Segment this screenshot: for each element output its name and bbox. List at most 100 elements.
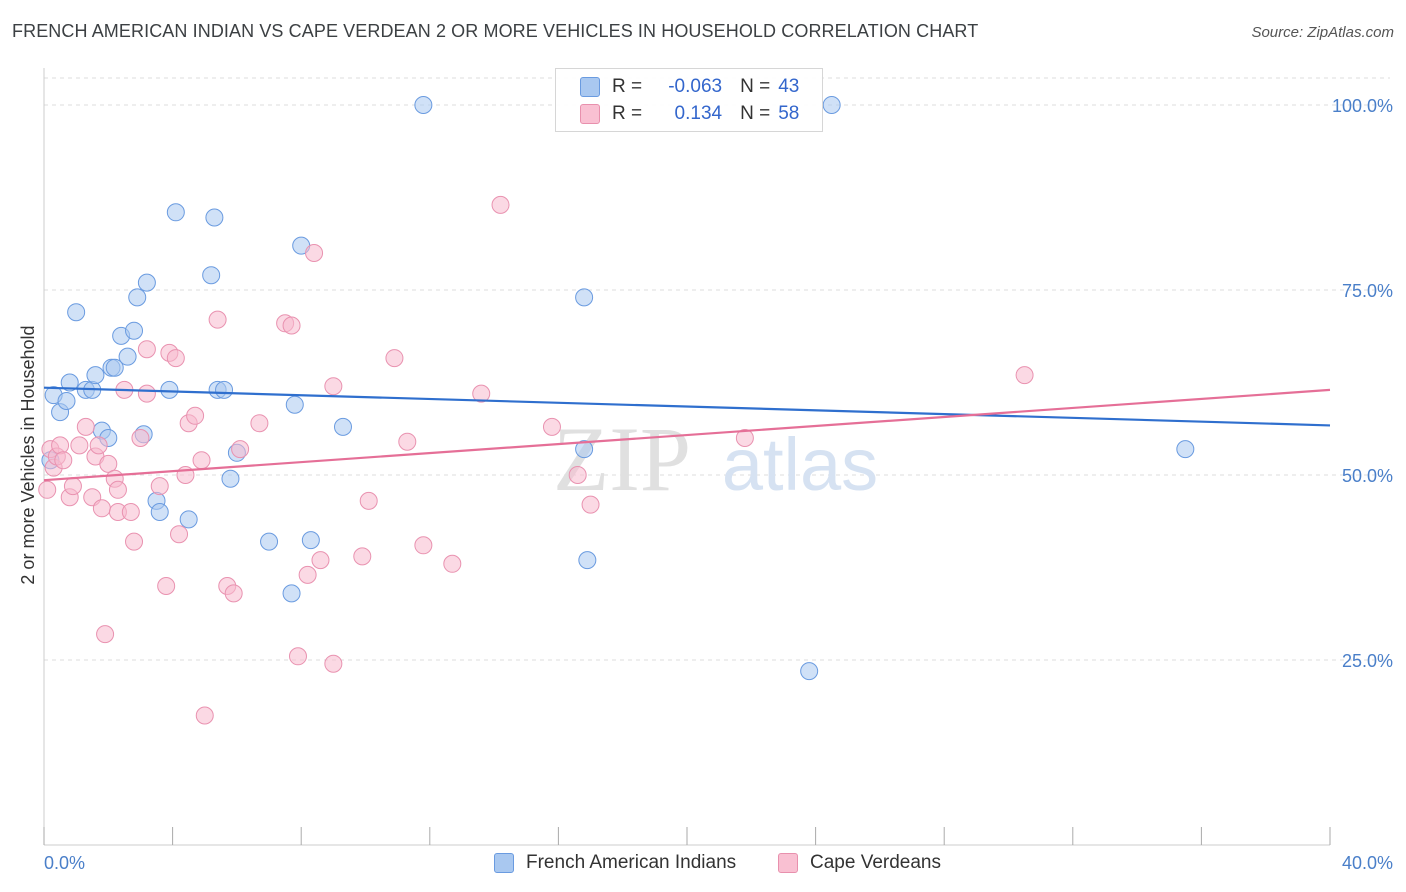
data-point-pink [472, 384, 491, 403]
data-point-pink [170, 525, 189, 544]
r-value: -0.063 [668, 76, 723, 97]
data-point-pink [166, 349, 185, 368]
data-point-blue [333, 417, 352, 436]
r-label: R = [612, 76, 643, 97]
legend-swatch-pink [778, 853, 798, 873]
y-axis-label: 2 or more Vehicles in Household [18, 325, 38, 584]
y-tick-label: 100.0% [1332, 96, 1393, 116]
data-point-pink [305, 244, 324, 262]
y-tick-label: 75.0% [1342, 281, 1393, 301]
data-point-pink [385, 349, 404, 368]
data-point-blue [1176, 440, 1195, 459]
data-point-blue [301, 531, 320, 550]
data-point-pink [131, 429, 150, 447]
data-point-pink [414, 536, 433, 555]
data-point-blue [414, 96, 433, 114]
source-label: Source: ZipAtlas.com [1251, 24, 1394, 41]
r-value: 0.134 [669, 103, 723, 124]
legend-label: French American Indians [526, 852, 737, 873]
data-point-blue [137, 273, 156, 292]
data-point-pink [38, 480, 57, 499]
data-point-pink [70, 436, 89, 455]
data-point-blue [105, 358, 124, 377]
data-point-pink [398, 432, 417, 451]
n-value: 43 [778, 76, 800, 97]
data-point-pink [568, 466, 587, 484]
legend-item-french-american-indians: French American Indians [494, 852, 736, 874]
data-point-pink [195, 706, 214, 725]
data-point-blue [67, 303, 86, 322]
data-point-pink [76, 417, 95, 436]
data-point-pink [443, 554, 462, 573]
data-point-blue [260, 532, 279, 551]
n-value: 58 [778, 103, 800, 124]
data-point-blue [800, 662, 819, 681]
data-point-pink [1015, 366, 1034, 385]
data-point-pink [208, 310, 227, 329]
data-point-pink [491, 195, 510, 214]
data-point-pink [359, 491, 378, 510]
ticks-layer: 25.0% 50.0% 75.0% 100.0% 0.0% 40.0% [44, 96, 1393, 873]
data-point-pink [186, 406, 205, 425]
data-point-blue [118, 347, 137, 366]
data-point-blue [150, 503, 169, 521]
data-point-pink [542, 417, 561, 436]
legend-row-pink: R = 0.134 N = 58 [580, 101, 799, 127]
n-label: N = [740, 76, 771, 97]
data-point-blue [575, 440, 594, 459]
data-point-pink [54, 451, 73, 470]
data-point-blue [160, 380, 179, 399]
data-point-blue [125, 321, 144, 340]
trend-layer [43, 386, 1331, 482]
data-point-blue [282, 584, 301, 603]
y-tick-label: 25.0% [1342, 651, 1393, 671]
data-point-pink [63, 477, 82, 496]
data-point-pink [137, 340, 156, 359]
data-point-pink [353, 547, 372, 566]
legend-swatch-blue [494, 853, 514, 873]
data-point-blue [128, 288, 147, 307]
points-layer [38, 96, 1195, 725]
data-point-blue [221, 469, 240, 488]
data-point-blue [822, 96, 841, 114]
data-point-pink [137, 384, 156, 403]
legend-item-cape-verdeans: Cape Verdeans [778, 852, 941, 874]
trend-line-blue [43, 386, 1331, 427]
watermark-zip: ZIP [553, 408, 691, 510]
data-point-blue [575, 288, 594, 307]
data-point-pink [51, 436, 70, 455]
trend-line-pink [43, 388, 1331, 482]
data-point-pink [157, 577, 176, 595]
data-point-blue [202, 266, 221, 285]
data-point-pink [224, 584, 243, 603]
data-point-pink [288, 647, 307, 666]
data-point-blue [205, 208, 224, 227]
data-point-blue [285, 395, 304, 414]
data-point-pink [298, 565, 317, 584]
series-legend: French American Indians Cape Verdeans [0, 852, 1406, 878]
x-tick-label: 40.0% [1342, 853, 1393, 873]
data-point-pink [735, 429, 754, 447]
legend-row-blue: R = -0.063 N = 43 [580, 74, 799, 100]
data-point-pink [99, 454, 118, 473]
data-point-pink [282, 316, 301, 335]
data-point-pink [150, 477, 169, 496]
data-point-blue [57, 392, 76, 410]
data-point-pink [231, 440, 250, 459]
data-point-pink [581, 495, 600, 514]
data-point-pink [108, 480, 127, 499]
data-point-blue [578, 551, 597, 570]
grid-layer [44, 77, 1390, 661]
data-point-pink [92, 499, 111, 518]
data-point-pink [125, 532, 144, 551]
data-point-blue [86, 366, 105, 385]
data-point-pink [121, 503, 140, 521]
x-tick-label: 0.0% [44, 853, 85, 873]
data-point-blue [60, 373, 79, 392]
r-label: R = [612, 103, 643, 124]
data-point-pink [324, 377, 343, 396]
watermark: ZIP atlas [553, 408, 878, 510]
data-point-pink [96, 625, 115, 644]
legend-swatch-pink [580, 104, 600, 124]
